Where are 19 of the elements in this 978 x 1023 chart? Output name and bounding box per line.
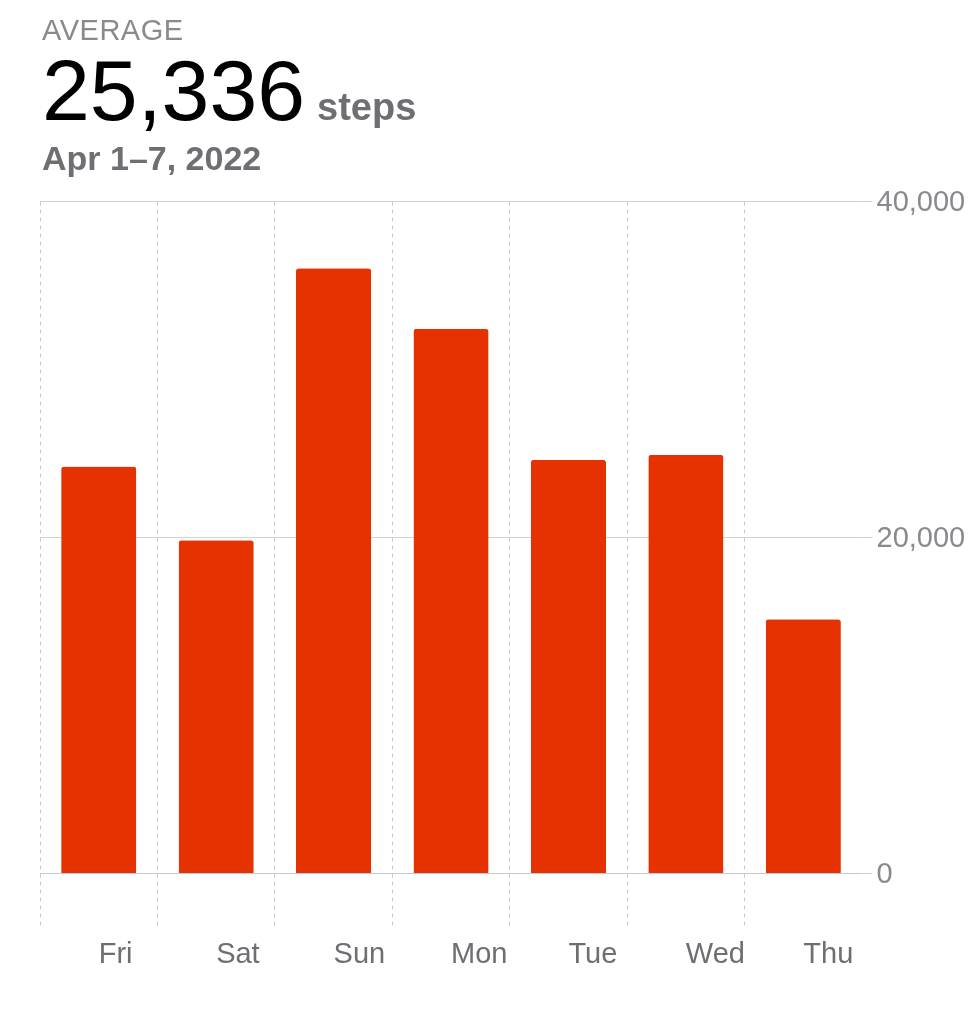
bar bbox=[530, 459, 607, 873]
bar bbox=[295, 268, 372, 873]
bar bbox=[413, 328, 489, 873]
text: steps bbox=[317, 86, 417, 128]
x-tick-label: Sat bbox=[216, 936, 260, 969]
y-tick-label: 0 bbox=[876, 856, 893, 889]
bar bbox=[648, 454, 724, 873]
y-tick-label: 40,000 bbox=[876, 184, 966, 217]
x-tick-label: Thu bbox=[803, 936, 854, 969]
chart-subtitle: Apr 1–7, 2022 bbox=[42, 139, 263, 178]
bar bbox=[61, 466, 137, 873]
y-tick-label: 20,000 bbox=[876, 520, 966, 553]
bar bbox=[765, 619, 841, 873]
x-tick-label: Wed bbox=[685, 936, 745, 969]
x-tick-label: Sun bbox=[333, 936, 386, 969]
x-tick-label: Mon bbox=[451, 936, 508, 969]
x-tick-label: Tue bbox=[568, 936, 618, 969]
bar bbox=[178, 540, 254, 873]
x-tick-label: Fri bbox=[98, 936, 133, 969]
